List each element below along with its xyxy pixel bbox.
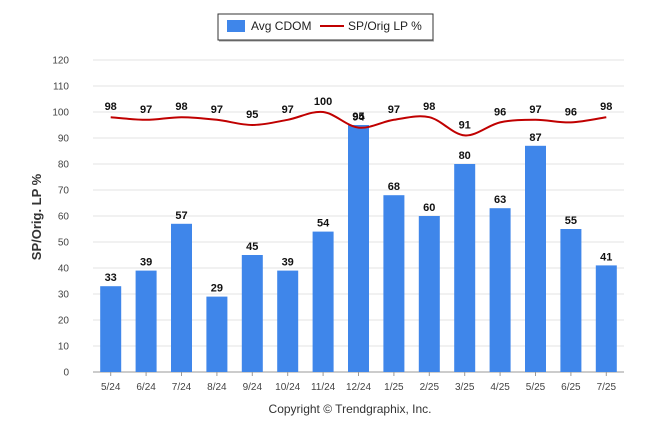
bar: [454, 164, 476, 372]
bar-value-label: 39: [140, 257, 152, 269]
y-axis: 0 10 20 30 40 50 60 70 80 90 100 110 120: [52, 56, 69, 379]
y-tick-label: 30: [58, 290, 70, 301]
x-tick-label: 5/25: [526, 382, 546, 393]
legend-label-bars: Avg CDOM: [251, 19, 311, 33]
y-tick-label: 100: [52, 108, 69, 119]
bar-value-label: 57: [175, 210, 187, 222]
x-tick-label: 4/25: [490, 382, 510, 393]
bar-value-label: 54: [317, 218, 330, 230]
line-value-label: 94: [352, 112, 365, 124]
bar-labels: 33 39 57 29 45 39 54 95 68 60 80 63 87 55 41: [105, 111, 613, 295]
copyright-text: Copyright © Trendgraphix, Inc.: [269, 402, 432, 416]
bar-value-label: 63: [494, 194, 506, 206]
series-line: [110, 110, 607, 137]
legend-swatch-bars: [227, 20, 245, 32]
line-value-label: 97: [529, 104, 541, 116]
x-tick-label: 3/25: [455, 382, 475, 393]
bar: [595, 265, 617, 372]
bar-value-label: 80: [459, 150, 471, 162]
bar: [277, 270, 299, 372]
y-tick-label: 120: [52, 56, 69, 67]
x-axis: 5/24 6/24 7/24 8/24 9/24 10/24 11/24 12/24 1/25 2…: [101, 372, 617, 393]
bar-value-label: 45: [246, 241, 258, 253]
x-tick-label: 10/24: [275, 382, 300, 393]
line-value-label: 100: [314, 96, 332, 108]
y-tick-label: 110: [53, 82, 69, 93]
line-value-label: 98: [105, 101, 117, 113]
bar: [241, 255, 263, 372]
y-tick-label: 60: [58, 212, 70, 223]
bar-value-label: 41: [600, 251, 612, 263]
bar: [100, 286, 122, 372]
line-value-label: 97: [211, 104, 223, 116]
line-value-label: 98: [423, 101, 435, 113]
bar-value-label: 29: [211, 283, 223, 295]
bar: [525, 145, 546, 372]
x-tick-label: 12/24: [346, 382, 371, 393]
x-tick-label: 6/25: [561, 382, 581, 393]
x-tick-label: 11/24: [311, 382, 336, 393]
line-value-label: 98: [600, 101, 612, 113]
x-tick-label: 9/24: [243, 382, 263, 393]
bar-value-label: 39: [282, 257, 294, 269]
bar: [312, 231, 334, 372]
line-value-label: 98: [175, 101, 187, 113]
x-tick-label: 2/25: [420, 382, 440, 393]
bar-value-label: 33: [105, 272, 117, 284]
line-value-label: 96: [494, 106, 506, 118]
line-labels: 98 97 98 97 95 97 100 94 97 98 91 96 97 96 98: [105, 96, 613, 131]
bar-value-label: 68: [388, 181, 400, 193]
y-axis-title: SP/Orig. LP %: [29, 173, 44, 260]
y-tick-label: 90: [58, 134, 70, 145]
legend: Avg CDOM SP/Orig LP %: [217, 13, 434, 42]
y-tick-label: 20: [58, 316, 70, 327]
y-tick-label: 80: [58, 160, 70, 171]
x-tick-label: 1/25: [384, 382, 404, 393]
line-value-label: 97: [140, 104, 152, 116]
y-tick-label: 0: [63, 368, 69, 379]
legend-label-line: SP/Orig LP %: [348, 19, 422, 33]
line-value-label: 95: [246, 109, 258, 121]
bar-value-label: 60: [423, 202, 435, 214]
x-tick-label: 5/24: [101, 382, 121, 393]
y-tick-label: 10: [58, 342, 70, 353]
bar: [383, 195, 405, 372]
bar: [135, 270, 157, 372]
y-tick-label: 40: [58, 264, 70, 275]
bar: [348, 125, 369, 372]
bar: [206, 296, 228, 372]
x-tick-label: 8/24: [207, 382, 227, 393]
bars: [100, 125, 617, 372]
line-value-label: 96: [565, 106, 577, 118]
x-tick-label: 7/24: [172, 382, 192, 393]
line-value-label: 97: [282, 104, 294, 116]
bar: [560, 229, 582, 372]
bar-value-label: 55: [565, 215, 577, 227]
x-tick-label: 6/24: [136, 382, 156, 393]
x-tick-label: 7/25: [597, 382, 617, 393]
bar-value-label: 95: [352, 111, 364, 123]
line-value-label: 97: [388, 104, 400, 116]
line-value-label: 91: [459, 119, 471, 131]
bar: [489, 208, 511, 372]
bar: [418, 216, 440, 372]
series-line-path: [110, 110, 607, 137]
y-tick-label: 70: [58, 186, 70, 197]
bar-value-label: 87: [529, 132, 541, 144]
bar: [171, 223, 192, 372]
y-tick-label: 50: [58, 238, 70, 249]
